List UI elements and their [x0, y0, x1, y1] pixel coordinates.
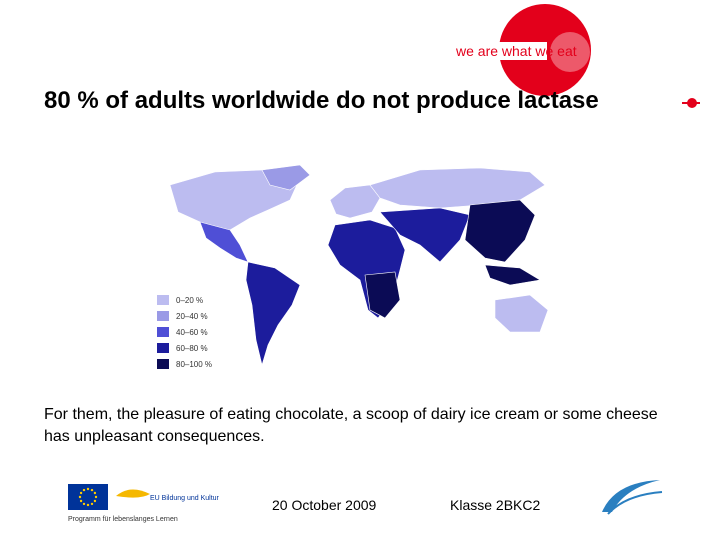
logo-highlight — [550, 32, 590, 72]
eu-star — [86, 487, 90, 491]
legend: 0–20 % 20–40 % 40–60 % 60–80 % 80–100 % — [157, 295, 212, 369]
legend-swatch — [157, 311, 169, 321]
greenland — [261, 164, 311, 191]
middle-asia — [379, 207, 471, 263]
eu-star — [90, 488, 94, 492]
legend-label: 20–40 % — [176, 312, 208, 321]
australia — [494, 294, 549, 333]
central-america — [199, 221, 249, 263]
legend-swatch — [157, 343, 169, 353]
slide-title: 80 % of adults worldwide do not produce … — [44, 87, 599, 114]
eu-star — [79, 499, 83, 503]
eu-star — [82, 488, 86, 492]
legend-label: 60–80 % — [176, 344, 208, 353]
eu-star — [90, 502, 94, 506]
east-africa — [364, 271, 401, 319]
legend-swatch — [157, 295, 169, 305]
world-map — [169, 164, 549, 367]
legend-label: 0–20 % — [176, 296, 203, 305]
footer-class: Klasse 2BKC2 — [450, 497, 541, 513]
school-logo-wave — [607, 491, 663, 515]
eu-star — [86, 503, 90, 507]
eu-stars — [78, 487, 98, 507]
eu-sub: EU Bildung und Kultur — [150, 495, 220, 502]
southeast-asia — [484, 264, 541, 286]
east-asia — [464, 199, 536, 263]
europe — [329, 184, 381, 219]
eu-star — [94, 495, 98, 499]
legend-swatch — [157, 327, 169, 337]
eu-logo-swoosh — [116, 489, 150, 498]
logo-dot — [687, 98, 697, 108]
eu-star — [93, 499, 97, 503]
eu-caption: Programm für lebenslanges Lernen — [68, 516, 178, 523]
school-logo — [602, 480, 660, 512]
eu-star — [93, 491, 97, 495]
legend-swatch — [157, 359, 169, 369]
south-america — [245, 261, 301, 367]
body-text: For them, the pleasure of eating chocola… — [44, 406, 658, 445]
eu-star — [79, 491, 83, 495]
legend-label: 80–100 % — [176, 360, 212, 369]
legend-label: 40–60 % — [176, 328, 208, 337]
logo-text: we are what we eat — [455, 43, 577, 59]
footer-date: 20 October 2009 — [272, 497, 377, 513]
eu-star — [82, 502, 86, 506]
logo-band — [452, 42, 547, 60]
eu-star — [78, 495, 82, 499]
